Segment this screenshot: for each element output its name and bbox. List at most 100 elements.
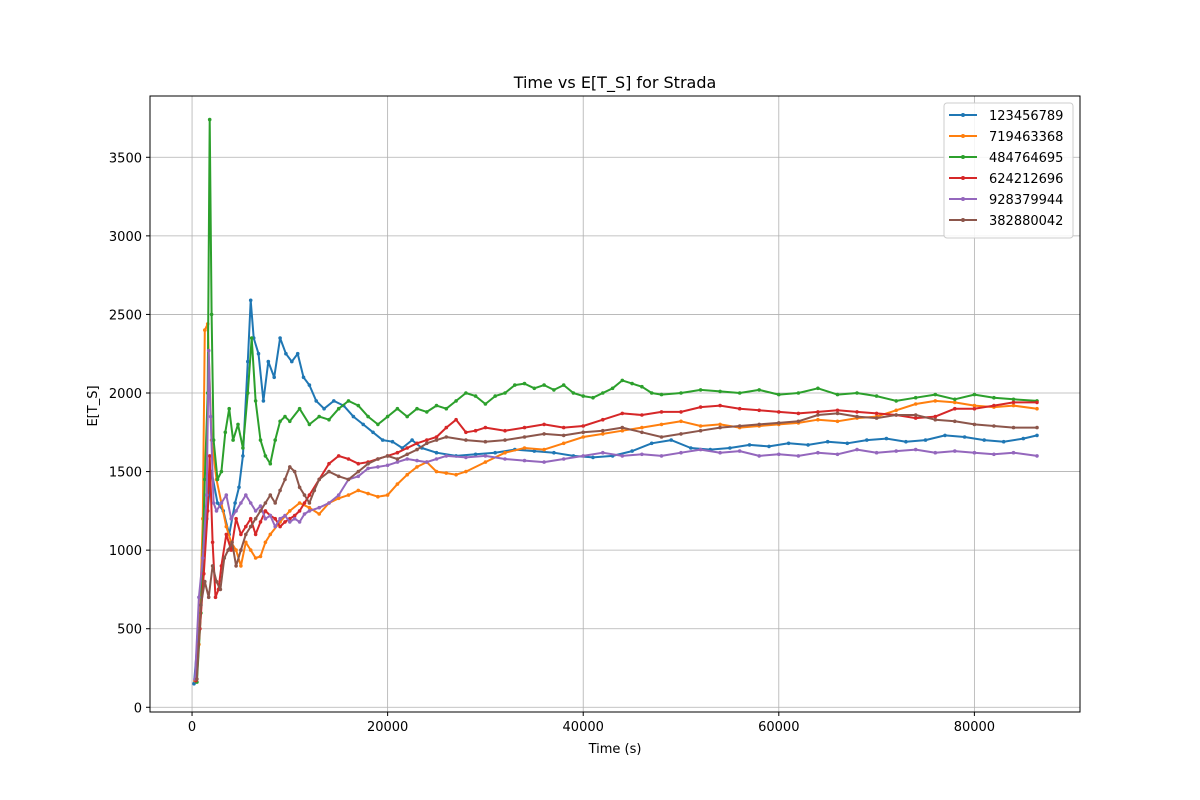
data-point — [195, 677, 199, 681]
data-point — [206, 348, 211, 353]
data-point — [933, 414, 938, 419]
legend-item: 928379944 — [949, 193, 1063, 208]
data-point — [698, 428, 703, 433]
data-point — [244, 524, 248, 529]
data-point — [464, 430, 468, 435]
data-point — [434, 469, 439, 474]
data-point — [356, 461, 361, 466]
data-point — [679, 432, 683, 436]
data-point — [224, 532, 229, 537]
data-point — [395, 460, 400, 464]
data-point — [239, 564, 243, 568]
data-point — [542, 422, 546, 427]
data-point — [356, 403, 361, 408]
data-point — [913, 416, 918, 420]
data-point — [288, 520, 292, 524]
data-point — [601, 417, 605, 422]
data-point — [246, 359, 250, 364]
data-point — [894, 399, 898, 403]
data-point — [473, 394, 478, 398]
data-point — [757, 454, 761, 458]
data-point — [249, 336, 254, 340]
y-tick-label: 3000 — [109, 230, 142, 245]
data-point — [380, 438, 385, 442]
data-point — [327, 501, 331, 505]
data-point — [248, 524, 253, 529]
data-point — [913, 447, 918, 452]
data-point — [234, 509, 238, 513]
data-point — [215, 477, 220, 482]
y-tick-label: 1500 — [109, 466, 142, 481]
data-point — [737, 406, 742, 411]
data-point — [777, 410, 781, 414]
data-point — [1011, 400, 1016, 405]
data-point — [207, 454, 212, 458]
data-point — [237, 485, 241, 490]
data-point — [202, 571, 206, 576]
data-point — [203, 477, 207, 482]
data-point — [263, 516, 268, 521]
data-point — [292, 513, 297, 518]
data-point — [283, 477, 287, 482]
data-point — [273, 524, 278, 529]
data-point — [290, 359, 294, 364]
data-point — [278, 336, 282, 340]
data-point — [845, 441, 850, 446]
legend-label: 719463368 — [989, 130, 1063, 145]
data-point — [464, 455, 468, 460]
data-point — [327, 417, 331, 422]
data-point — [835, 419, 840, 424]
data-point — [410, 438, 414, 442]
data-point — [454, 472, 458, 477]
data-point — [405, 452, 410, 457]
data-point — [689, 446, 693, 450]
data-point — [239, 548, 243, 552]
data-point — [229, 516, 233, 521]
data-point — [483, 425, 488, 430]
data-point — [464, 391, 468, 395]
y-tick-label: 2500 — [109, 308, 142, 323]
data-point — [253, 556, 258, 560]
data-point — [913, 395, 918, 400]
data-point — [542, 460, 546, 464]
data-point — [561, 383, 566, 387]
data-point — [385, 463, 390, 468]
data-point — [816, 413, 820, 417]
data-point — [241, 446, 245, 450]
data-point — [865, 438, 869, 442]
data-point — [796, 419, 801, 424]
data-point — [620, 378, 625, 383]
data-point — [874, 394, 879, 398]
data-point — [241, 454, 245, 458]
data-point — [201, 556, 205, 560]
legend-marker — [961, 218, 965, 222]
data-point — [894, 413, 898, 417]
data-point — [503, 438, 507, 442]
data-point — [601, 450, 605, 455]
data-point — [444, 406, 449, 411]
data-point — [366, 414, 370, 419]
data-point — [215, 501, 220, 505]
data-point — [777, 421, 781, 425]
data-point — [992, 403, 996, 408]
legend-label: 484764695 — [989, 151, 1063, 166]
data-point — [258, 520, 263, 524]
data-point — [385, 454, 390, 458]
data-point — [718, 403, 722, 408]
data-point — [258, 554, 263, 559]
data-point — [301, 375, 306, 380]
data-point — [224, 524, 229, 529]
data-point — [757, 388, 761, 392]
data-point — [213, 595, 218, 600]
data-point — [473, 452, 478, 457]
data-point — [425, 441, 429, 446]
data-point — [698, 424, 703, 428]
data-point — [246, 391, 250, 395]
data-point — [1011, 450, 1016, 455]
data-point — [268, 493, 273, 497]
data-point — [376, 422, 380, 427]
data-point — [209, 312, 214, 317]
data-point — [283, 414, 287, 419]
data-point — [561, 441, 566, 446]
